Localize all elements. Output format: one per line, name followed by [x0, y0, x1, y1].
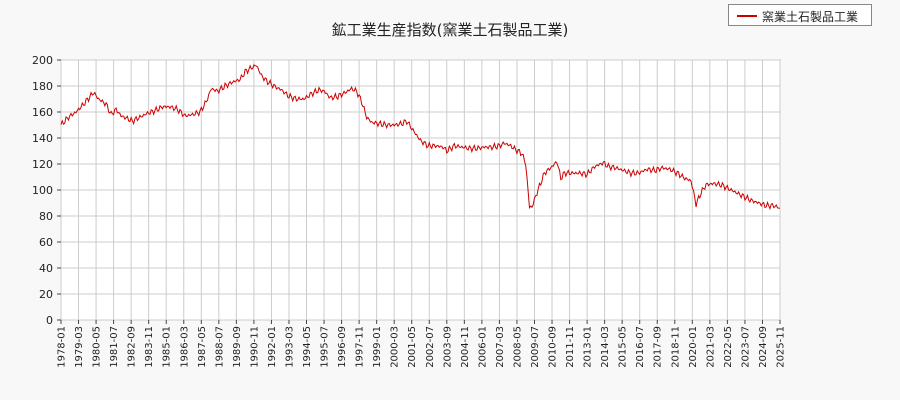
y-tick-label: 40 — [39, 262, 53, 275]
x-tick-label: 2010-09 — [548, 326, 559, 368]
x-tick-label: 1999-01 — [372, 326, 383, 368]
x-tick-label: 2014-03 — [600, 326, 611, 368]
x-tick-label: 2003-09 — [442, 326, 453, 368]
x-tick-label: 2000-03 — [390, 326, 401, 368]
series-line — [60, 64, 781, 211]
x-tick-label: 1980-05 — [92, 326, 103, 368]
x-tick-label: 2021-03 — [705, 326, 716, 368]
grid-lines — [60, 59, 781, 321]
x-tick-label: 1988-07 — [214, 326, 225, 368]
x-tick-label: 2008-05 — [512, 326, 523, 368]
chart-title: 鉱工業生産指数(窯業土石製品工業) — [331, 21, 569, 39]
x-tick-label: 2006-01 — [477, 326, 488, 368]
x-tick-label: 1978-01 — [57, 326, 68, 368]
x-tick-label: 1990-11 — [249, 326, 260, 368]
y-tick-label: 180 — [32, 80, 53, 93]
x-tick-label: 2022-05 — [723, 326, 734, 368]
y-tick-label: 160 — [32, 106, 53, 119]
x-tick-label: 1993-03 — [284, 326, 295, 368]
x-tick-label: 2011-11 — [565, 326, 576, 368]
x-tick-label: 1981-07 — [109, 326, 120, 368]
y-tick-label: 200 — [32, 54, 53, 67]
x-tick-label: 1986-03 — [179, 326, 190, 368]
x-tick-label: 2007-03 — [495, 326, 506, 368]
y-tick-label: 0 — [46, 314, 53, 327]
y-tick-label: 120 — [32, 158, 53, 171]
legend: 窯業土石製品工業 — [728, 4, 872, 26]
x-tick-label: 2002-07 — [425, 326, 436, 368]
x-tick-label: 2016-07 — [635, 326, 646, 368]
series-layer — [60, 64, 781, 211]
x-tick-label: 2015-05 — [618, 326, 629, 368]
x-tick-label: 2004-11 — [460, 326, 471, 368]
x-tick-label: 2001-05 — [407, 326, 418, 368]
x-tick-label: 1994-05 — [302, 326, 313, 368]
y-tick-label: 140 — [32, 132, 53, 145]
x-tick-label: 1989-09 — [232, 326, 243, 368]
x-tick-label: 1982-09 — [127, 326, 138, 368]
x-tick-label: 1979-03 — [74, 326, 85, 368]
x-tick-label: 1996-09 — [337, 326, 348, 368]
x-tick-label: 2020-01 — [688, 326, 699, 368]
x-tick-label: 1992-01 — [267, 326, 278, 368]
x-tick-label: 2013-01 — [583, 326, 594, 368]
y-tick-label: 80 — [39, 210, 53, 223]
x-tick-label: 1997-11 — [355, 326, 366, 368]
x-tick-label: 2024-09 — [758, 326, 769, 368]
x-tick-label: 2017-09 — [653, 326, 664, 368]
x-tick-label: 2025-11 — [776, 326, 787, 368]
y-tick-label: 60 — [39, 236, 53, 249]
x-tick-label: 1987-05 — [197, 326, 208, 368]
x-tick-label: 1995-07 — [320, 326, 331, 368]
y-tick-label: 20 — [39, 288, 53, 301]
x-tick-label: 2018-11 — [670, 326, 681, 368]
x-tick-label: 1985-01 — [162, 326, 173, 368]
y-axis: 0 20 40 60 80 100 120 140 160 180 200 — [32, 54, 61, 327]
legend-swatch — [737, 15, 757, 17]
x-axis: 1978-01 1979-03 1980-05 1981-07 1982-09 1983-… — [57, 320, 787, 368]
x-tick-label: 1983-11 — [144, 326, 155, 368]
y-tick-label: 100 — [32, 184, 53, 197]
x-tick-label: 2009-07 — [530, 326, 541, 368]
legend-label: 窯業土石製品工業 — [762, 10, 859, 24]
x-tick-label: 2023-07 — [740, 326, 751, 368]
